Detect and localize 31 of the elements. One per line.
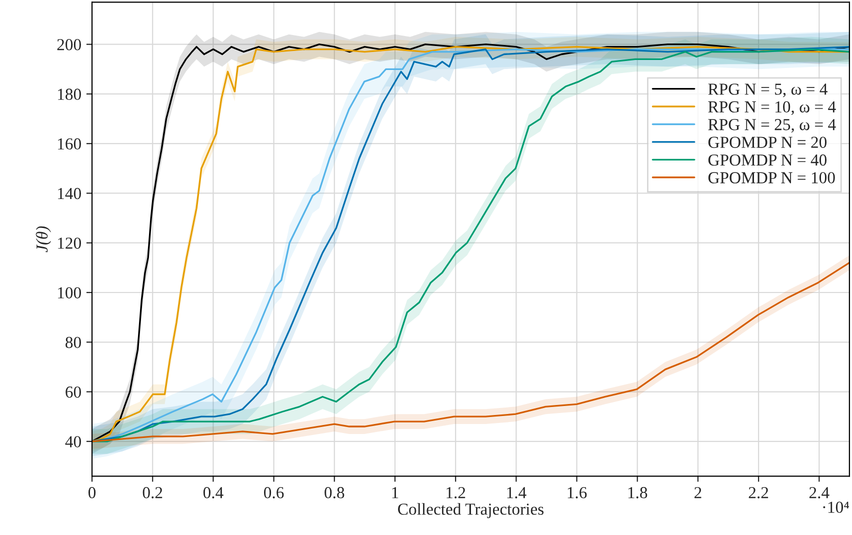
y-tick-label: 120 [58, 238, 81, 249]
y-tick-label: 180 [58, 88, 81, 100]
x-tick-label: 1.2 [446, 487, 466, 498]
x-tick-label: 0.8 [324, 487, 344, 498]
y-tick-label: 80 [66, 336, 81, 348]
legend-label: GPOMDP N = 100 [708, 172, 835, 184]
x-axis-title: Collected Trajectories [398, 503, 544, 518]
x-tick-label: 2.4 [809, 487, 830, 498]
x-tick-label: 1 [392, 487, 398, 498]
text: ·10⁴ [823, 502, 849, 513]
y-tick-label: 60 [66, 386, 81, 398]
x-tick-label: 0 [88, 487, 96, 498]
x-tick-label: 0.2 [142, 487, 162, 498]
x-tick-label: 0.4 [203, 487, 224, 498]
x-tick-label: 1.6 [568, 487, 587, 498]
legend-label: GPOMDP N = 20 [708, 136, 827, 148]
x-tick-label: 2 [694, 487, 702, 498]
x-tick-label: 0.6 [264, 487, 284, 498]
x-tick-label: 1.4 [507, 487, 526, 498]
legend-label: GPOMDP N = 40 [708, 154, 827, 166]
legend-label: RPG N = 25, ω = 4 [708, 119, 836, 133]
x-tick-label: 2.2 [748, 487, 768, 498]
y-tick-label: 40 [65, 436, 81, 448]
legend-label: RPG N = 5, ω = 4 [708, 84, 828, 98]
y-tick-label: 200 [57, 39, 81, 50]
y-tick-label: 100 [58, 287, 81, 298]
legend-label: RPG N = 10, ω = 4 [708, 101, 836, 115]
x-tick-label: 1.8 [628, 487, 648, 498]
y-tick-label: 160 [58, 138, 81, 150]
y-axis-title: J(θ) [36, 226, 52, 252]
y-tick-label: 140 [58, 188, 81, 200]
